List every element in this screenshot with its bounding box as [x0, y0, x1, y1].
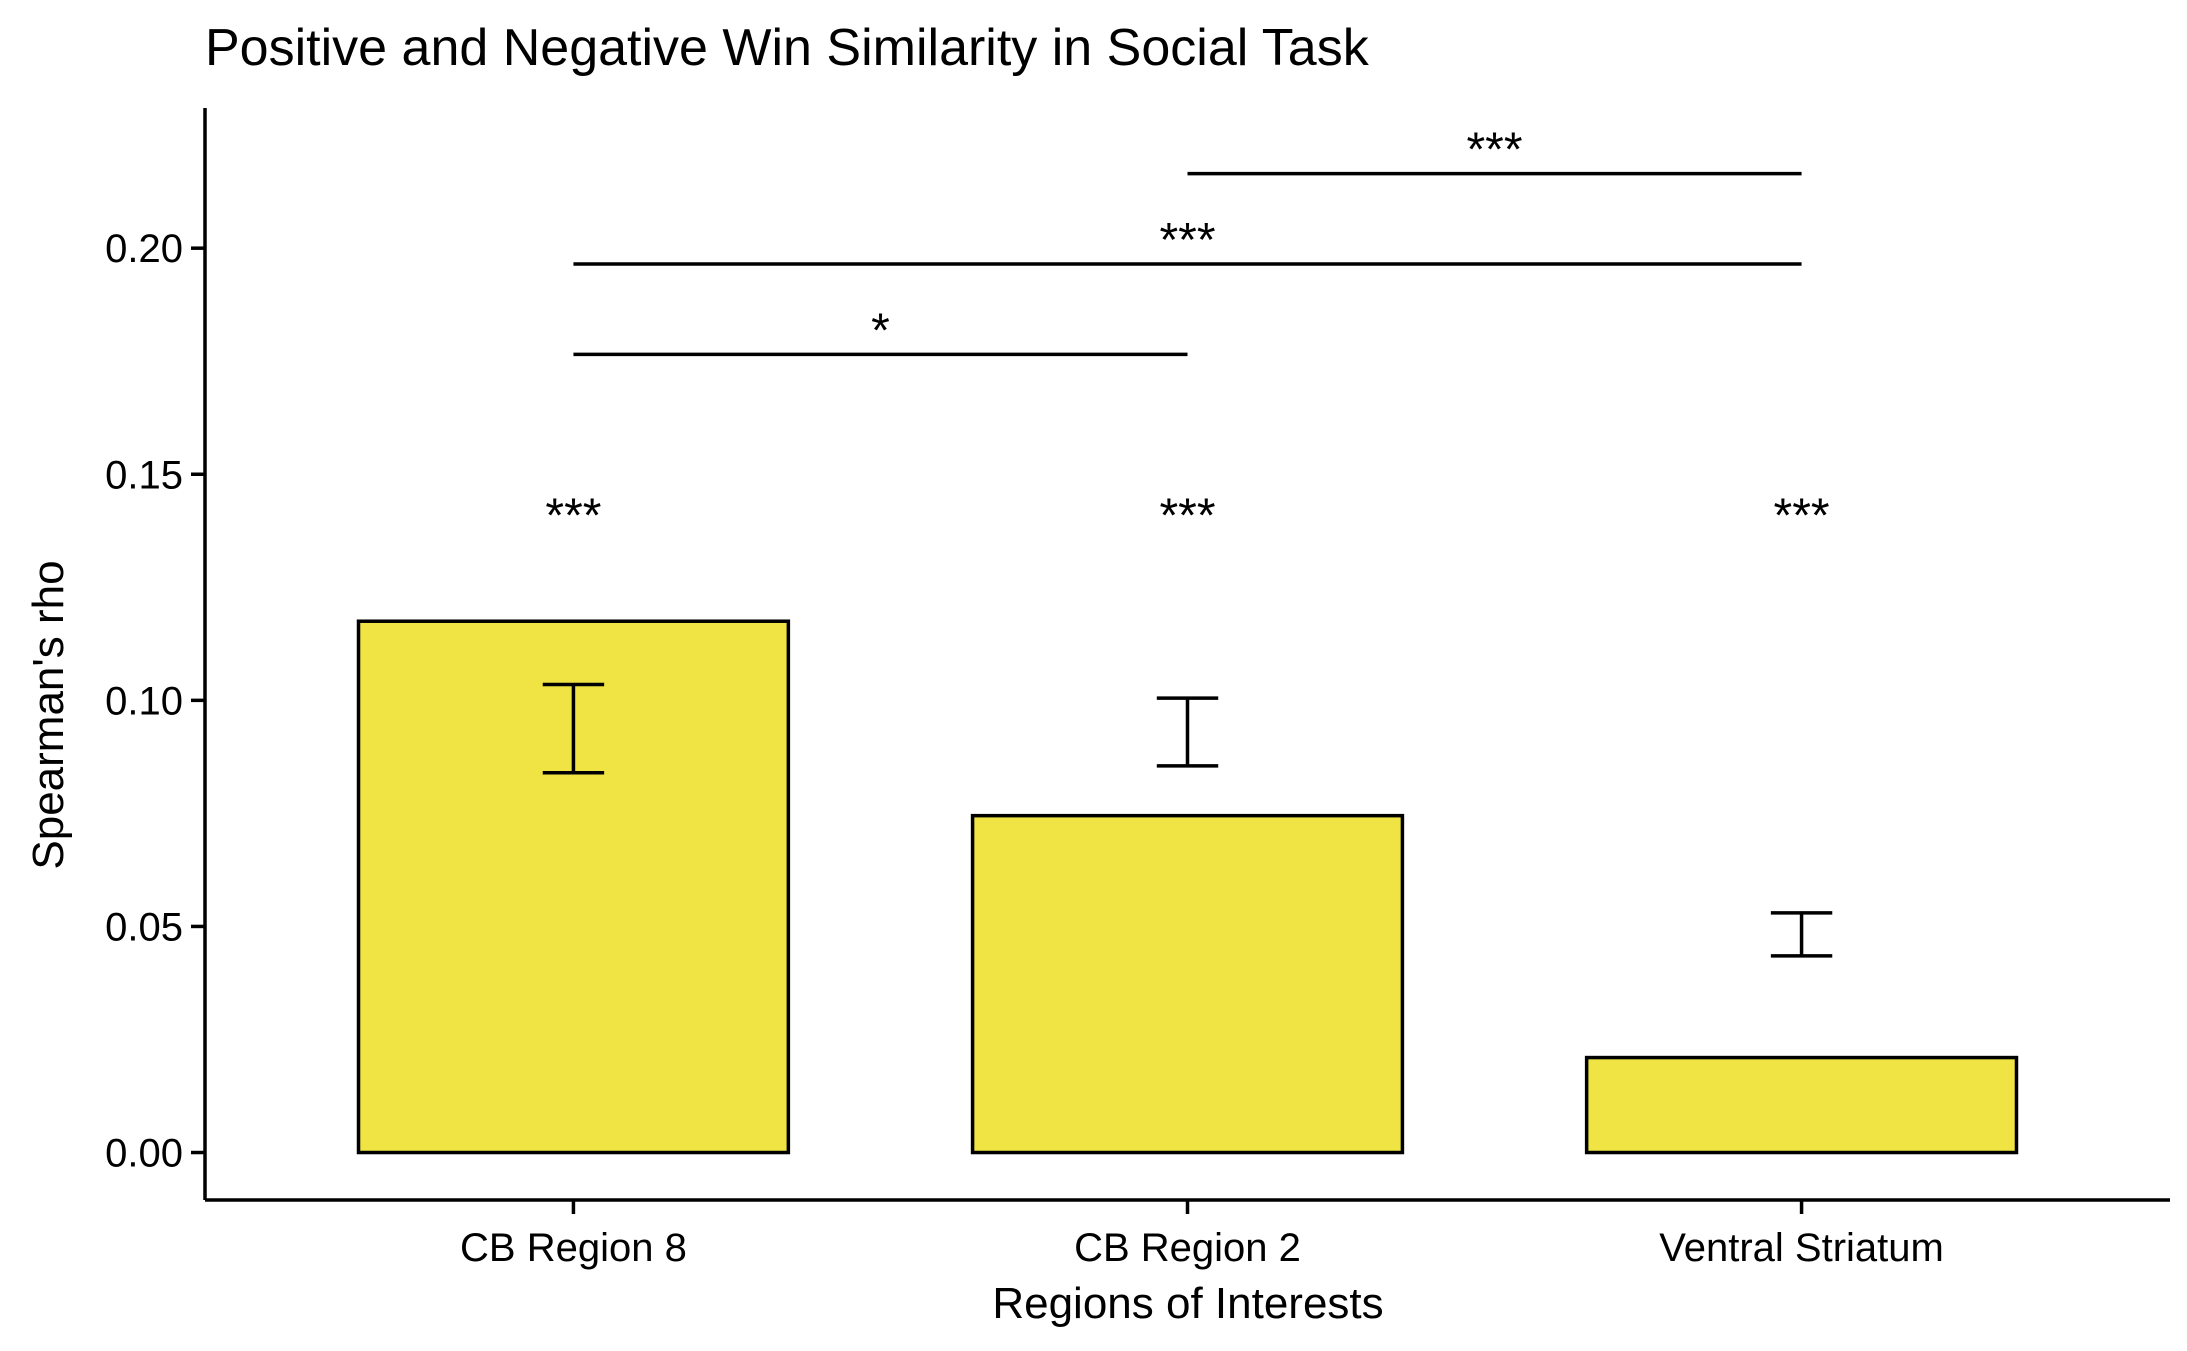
bar	[970, 813, 1405, 1155]
comparison-label: *	[871, 304, 890, 357]
y-tick-label: 0.00	[105, 1132, 183, 1176]
chart-title: Positive and Negative Win Similarity in …	[205, 19, 1370, 77]
bar-significance-label: ***	[545, 490, 601, 543]
bar-significance-label: ***	[1159, 490, 1215, 543]
y-axis-label: Spearman's rho	[24, 560, 73, 869]
error-bar	[1770, 911, 1833, 958]
x-tick-label: Ventral Striatum	[1659, 1226, 1944, 1270]
y-tick-label: 0.10	[105, 679, 183, 723]
error-bar	[542, 682, 605, 775]
y-tick-label: 0.20	[105, 227, 183, 271]
x-tick-label: CB Region 8	[460, 1226, 687, 1270]
y-tick-label: 0.15	[105, 453, 183, 497]
comparison-label: ***	[1159, 214, 1215, 267]
y-tick-label: 0.05	[105, 905, 183, 949]
comparison-label: ***	[1467, 124, 1523, 177]
bar	[1584, 1055, 2019, 1155]
bar-significance-label: ***	[1774, 490, 1830, 543]
x-axis-label: Regions of Interests	[992, 1279, 1383, 1328]
error-bar	[1156, 696, 1219, 768]
x-tick-label: CB Region 2	[1074, 1226, 1301, 1270]
